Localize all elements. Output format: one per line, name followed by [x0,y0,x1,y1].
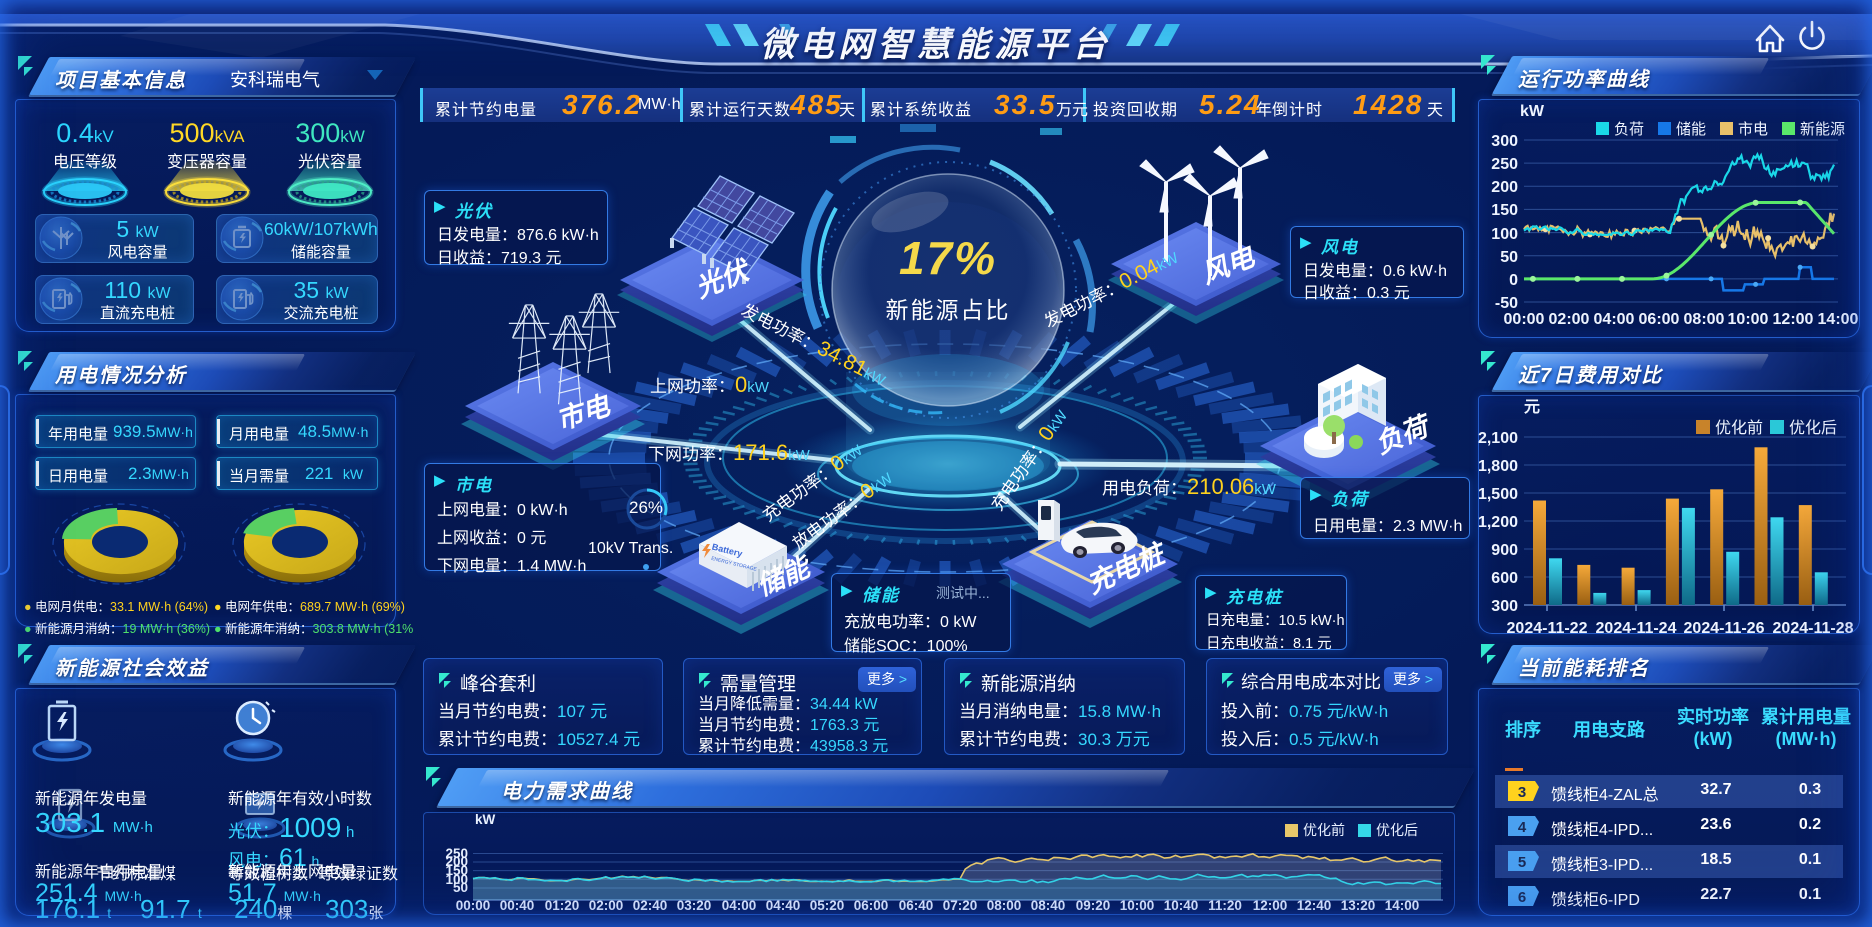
svg-text:12:00: 12:00 [1253,898,1288,913]
svg-text:08:40: 08:40 [1031,898,1066,913]
svg-text:3: 3 [1518,784,1526,801]
svg-text:14:00: 14:00 [1818,311,1859,328]
svg-text:元: 元 [1524,399,1540,416]
svg-text:2,100: 2,100 [1478,430,1518,447]
svg-text:100: 100 [1491,226,1518,243]
svg-text:市电: 市电 [1738,121,1768,138]
svg-text:200: 200 [445,854,468,869]
svg-text:kW: kW [475,812,496,827]
svg-text:900: 900 [1491,542,1518,559]
svg-text:优化后: 优化后 [1789,419,1837,437]
svg-text:100: 100 [445,872,468,887]
svg-text:08:00: 08:00 [1684,311,1725,328]
svg-text:新能源占比: 新能源占比 [886,297,1011,323]
svg-text:13:20: 13:20 [1341,898,1376,913]
svg-text:250: 250 [1491,156,1518,173]
svg-text:04:40: 04:40 [766,898,801,913]
svg-text:04:00: 04:00 [1594,311,1635,328]
svg-text:优化前: 优化前 [1303,822,1345,838]
svg-text:12:40: 12:40 [1297,898,1332,913]
svg-text:2024-11-28: 2024-11-28 [1773,620,1854,637]
svg-text:新能源: 新能源 [1800,121,1845,138]
svg-text:5: 5 [1518,854,1526,871]
svg-text:50: 50 [453,880,468,895]
svg-text:08:00: 08:00 [987,898,1022,913]
svg-text:下网功率：171.6kW: 下网功率：171.6kW [648,440,811,465]
svg-text:负荷: 负荷 [1614,121,1644,138]
svg-text:200: 200 [1491,179,1518,196]
svg-text:00:00: 00:00 [1504,311,1545,328]
svg-text:优化前: 优化前 [1715,419,1763,437]
svg-text:11:20: 11:20 [1208,898,1242,913]
svg-text:10:00: 10:00 [1120,898,1155,913]
svg-text:4: 4 [1518,819,1527,836]
svg-text:17%: 17% [899,232,997,284]
svg-text:00:40: 00:40 [500,898,535,913]
svg-text:03:20: 03:20 [677,898,712,913]
svg-text:14:00: 14:00 [1385,898,1420,913]
svg-text:04:00: 04:00 [722,898,757,913]
svg-text:06:00: 06:00 [1639,311,1680,328]
svg-text:1,800: 1,800 [1478,458,1518,475]
svg-text:2024-11-22: 2024-11-22 [1507,620,1588,637]
svg-text:600: 600 [1491,570,1518,587]
svg-text:50: 50 [1500,249,1518,266]
svg-text:用电负荷：210.06kW: 用电负荷：210.06kW [1102,474,1277,499]
svg-text:02:00: 02:00 [1549,311,1590,328]
svg-text:kW: kW [1520,103,1545,120]
svg-text:09:20: 09:20 [1076,898,1111,913]
svg-text:150: 150 [445,863,468,878]
svg-text:07:20: 07:20 [943,898,978,913]
svg-text:1,500: 1,500 [1478,486,1518,503]
svg-text:-50: -50 [1495,295,1518,312]
svg-text:00:00: 00:00 [456,898,491,913]
svg-text:01:20: 01:20 [545,898,580,913]
svg-text:优化后: 优化后 [1376,822,1418,838]
svg-text:0: 0 [1509,272,1518,289]
svg-text:300: 300 [1491,133,1518,150]
svg-text:储能: 储能 [1676,121,1706,138]
svg-text:10:00: 10:00 [1728,311,1769,328]
svg-text:10:40: 10:40 [1164,898,1199,913]
svg-text:12:00: 12:00 [1773,311,1814,328]
svg-text:2024-11-24: 2024-11-24 [1596,620,1677,637]
svg-text:250: 250 [445,846,468,861]
svg-text:300: 300 [1491,598,1518,615]
svg-text:05:20: 05:20 [810,898,845,913]
svg-text:02:00: 02:00 [589,898,624,913]
svg-text:02:40: 02:40 [633,898,668,913]
svg-text:150: 150 [1491,202,1518,219]
svg-text:06:00: 06:00 [854,898,889,913]
svg-text:06:40: 06:40 [899,898,934,913]
svg-text:1,200: 1,200 [1478,514,1518,531]
svg-text:2024-11-26: 2024-11-26 [1684,620,1765,637]
svg-text:6: 6 [1518,889,1526,906]
